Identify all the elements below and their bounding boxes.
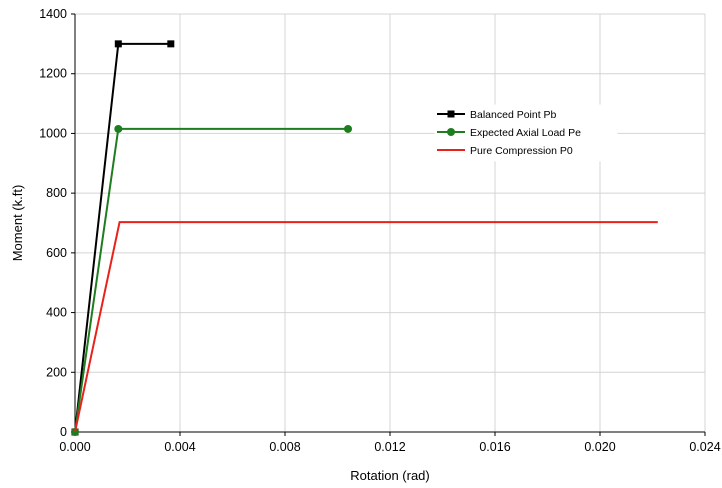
x-tick-label: 0.016: [479, 440, 510, 454]
series-2: [71, 124, 352, 436]
x-tick-label: 0.020: [584, 440, 615, 454]
legend-item: Balanced Point Pb: [437, 109, 557, 121]
series-line: [74, 42, 171, 433]
y-tick-label: 1200: [39, 67, 67, 81]
axes: [71, 13, 706, 436]
data-point: [114, 124, 123, 133]
legend-item: Pure Compression P0: [437, 145, 573, 157]
y-tick-label: 1400: [39, 7, 67, 21]
data-point: [344, 124, 352, 133]
x-tick-label: 0.012: [374, 440, 405, 454]
x-tick-label: 0.024: [689, 440, 720, 454]
data-point: [167, 40, 175, 48]
legend-item: Expected Axial Load Pe: [437, 127, 581, 139]
y-tick-label: 1000: [39, 126, 67, 140]
series-3: [74, 221, 658, 433]
legend-label: Balanced Point Pb: [470, 109, 557, 121]
series: [71, 40, 658, 436]
y-tick-label: 800: [46, 186, 67, 200]
x-tick-label: 0.008: [269, 440, 300, 454]
data-point: [114, 40, 122, 48]
y-tick-label: 200: [46, 365, 67, 379]
series-line: [74, 221, 658, 433]
data-point: [447, 110, 455, 118]
y-axis-label: Moment (k.ft): [10, 185, 25, 262]
x-tick-label: 0.000: [59, 440, 90, 454]
legend-label: Expected Axial Load Pe: [470, 127, 581, 139]
tick-labels: 0 200 400 600 800 1000 1200 1400 0.000 0.004 0.008…: [39, 7, 721, 454]
y-tick-label: 600: [46, 246, 67, 260]
x-axis-label: Rotation (rad): [350, 468, 429, 483]
legend: Balanced Point Pb Expected Axial Load Pe P…: [434, 104, 618, 162]
series-line: [74, 127, 348, 433]
legend-label: Pure Compression P0: [470, 145, 573, 157]
legend-box: [434, 104, 618, 162]
x-tick-label: 0.004: [164, 440, 195, 454]
y-tick-label: 0: [60, 425, 67, 439]
y-tick-label: 400: [46, 306, 67, 320]
data-point: [447, 128, 455, 136]
